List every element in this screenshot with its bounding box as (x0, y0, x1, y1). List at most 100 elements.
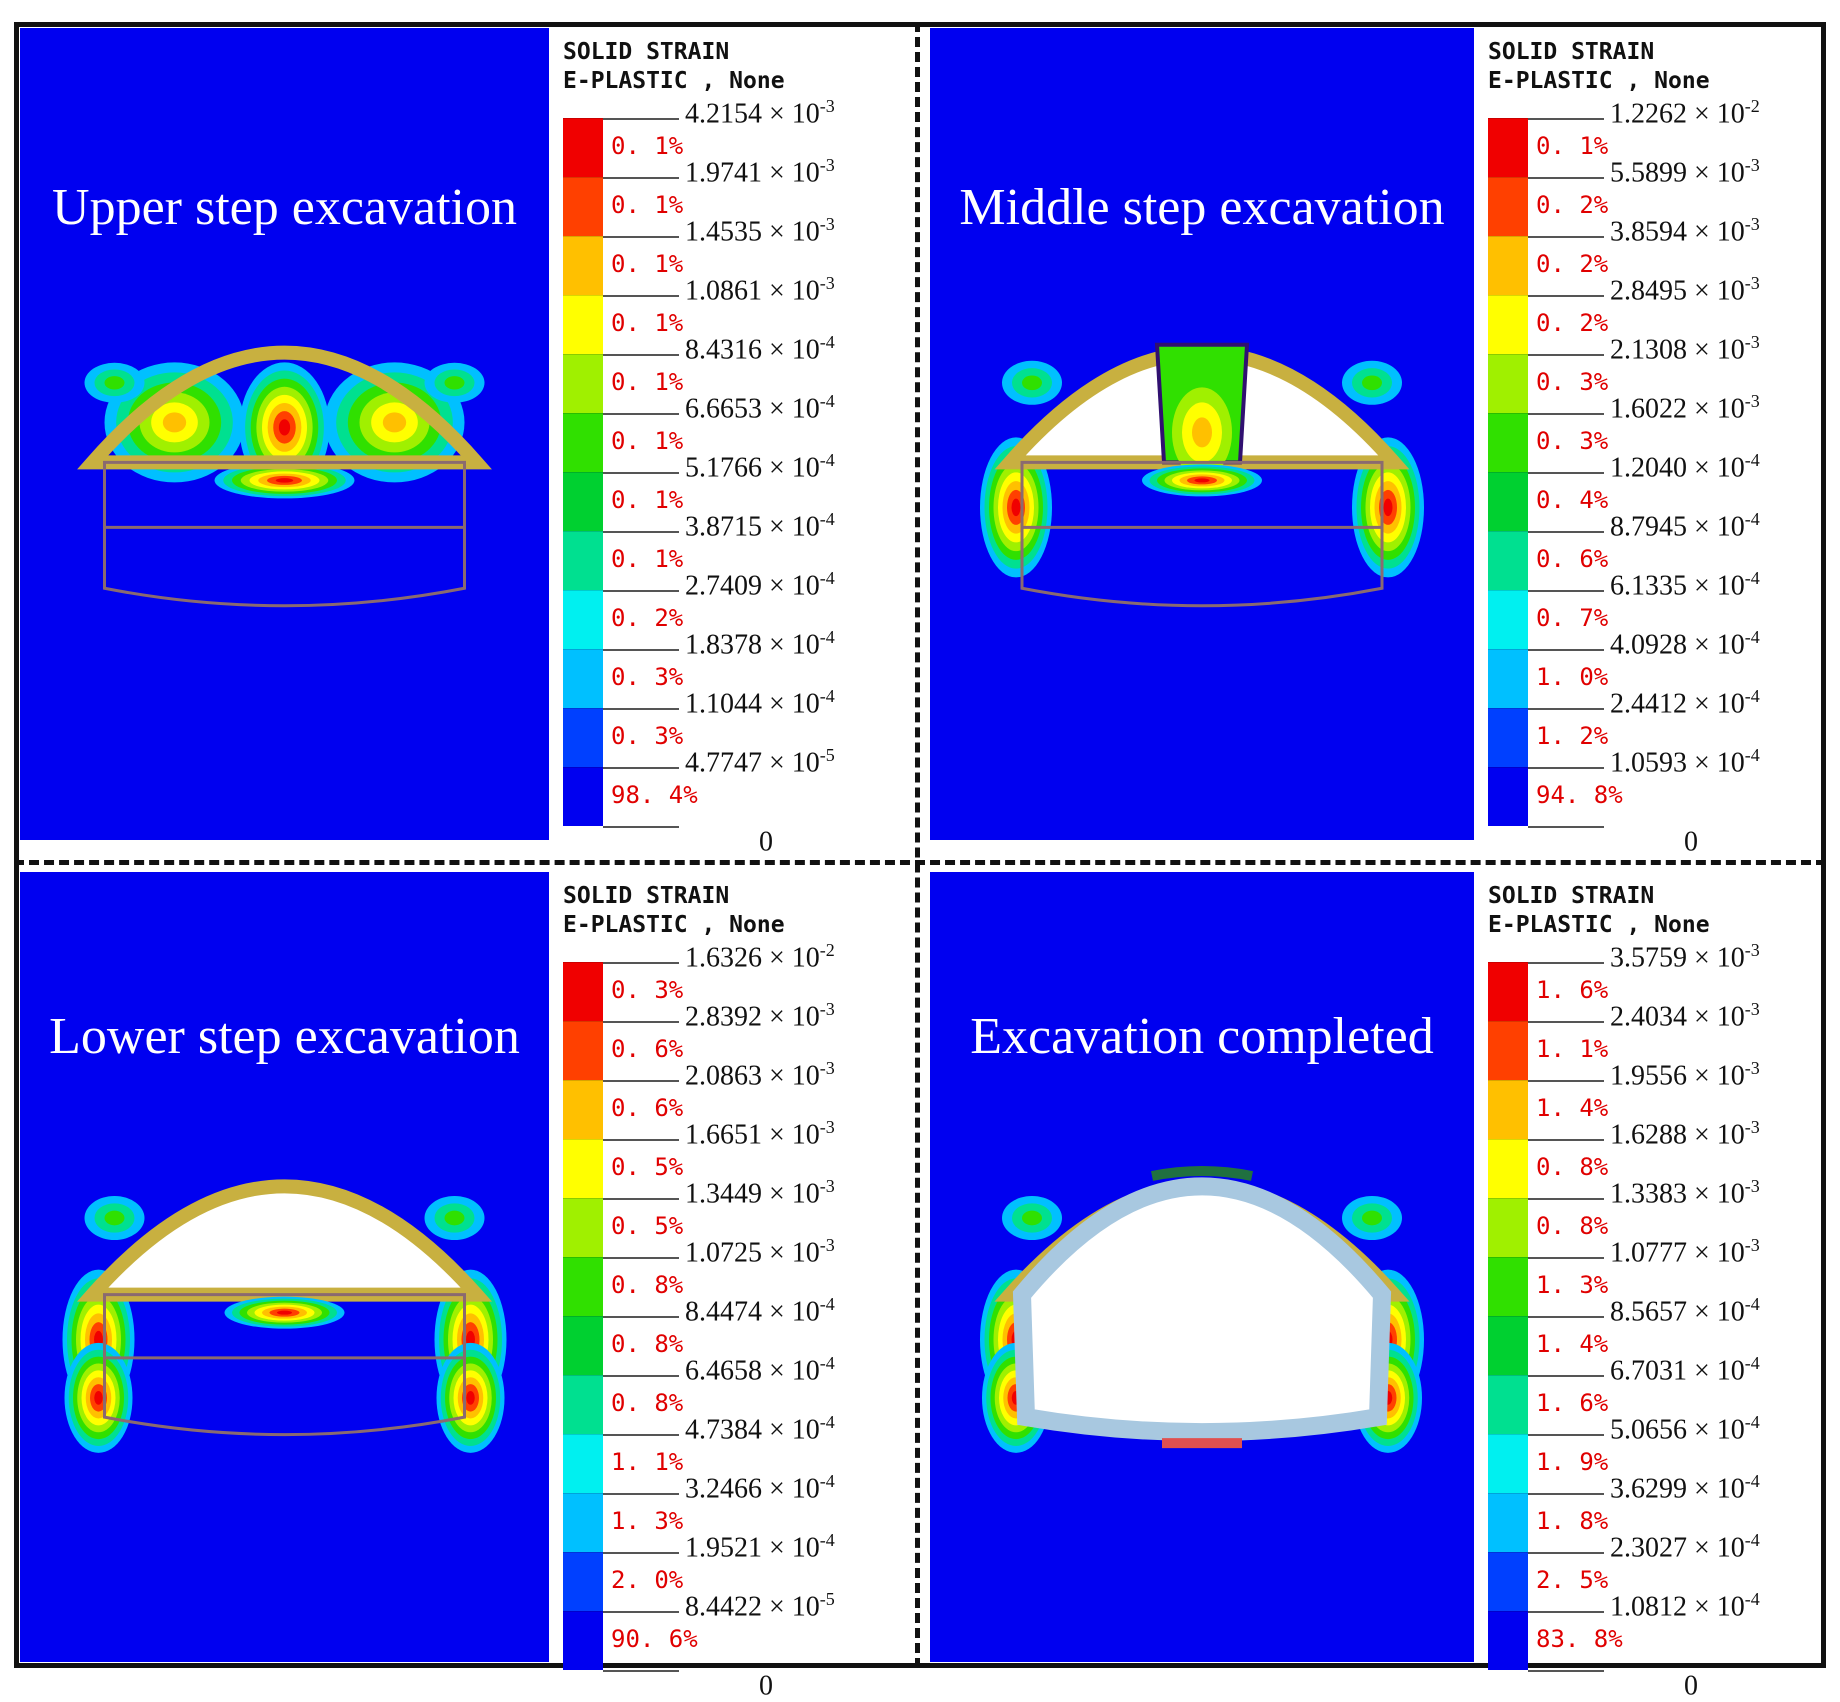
legend-header: SOLID STRAIN E-PLASTIC , None (563, 38, 785, 96)
legend-header-line2: E-PLASTIC , None (1488, 912, 1710, 938)
legend-value-exponent: -3 (1744, 999, 1760, 1019)
legend-value-exponent: -4 (819, 509, 835, 529)
color-band (1488, 708, 1528, 767)
legend-tick (603, 295, 679, 297)
legend-value: 0 (1684, 824, 1698, 858)
legend-tick (603, 1611, 679, 1613)
legend-value-exponent: -3 (819, 155, 835, 175)
legend-tick (1528, 826, 1604, 828)
color-band (1488, 413, 1528, 472)
band-percent: 0. 6% (1536, 545, 1609, 573)
legend-value-exponent: -4 (1744, 1530, 1760, 1550)
legend-value: 6.6653 × 10-4 (685, 391, 835, 425)
color-band (1488, 1375, 1528, 1434)
legend-value-exponent: -3 (819, 1176, 835, 1196)
color-band (1488, 1257, 1528, 1316)
band-percent: 1. 2% (1536, 722, 1609, 750)
legend-value-mantissa: 2.4412 × 10 (1610, 688, 1745, 720)
legend-value-exponent: -4 (819, 332, 835, 352)
color-band (1488, 962, 1528, 1021)
legend-header-line1: SOLID STRAIN (563, 39, 730, 65)
tunnel-section (77, 345, 492, 608)
legend-value-mantissa: 1.6651 × 10 (685, 1119, 820, 1151)
legend-tick (603, 236, 679, 238)
tunnel-section (980, 342, 1424, 608)
color-band (1488, 295, 1528, 354)
color-band (563, 1080, 603, 1139)
color-band (563, 1611, 603, 1670)
legend-tick (603, 767, 679, 769)
legend-value: 1.4535 × 10-3 (685, 214, 835, 248)
legend-value: 2.0863 × 10-3 (685, 1058, 835, 1092)
legend-value-exponent: -4 (1744, 450, 1760, 470)
band-percent: 0. 8% (1536, 1153, 1609, 1181)
band-percent: 0. 3% (611, 722, 684, 750)
band-percent: 90. 6% (611, 1625, 698, 1653)
stage-title: Excavation completed (970, 1008, 1434, 1065)
legend-value-mantissa: 1.0812 × 10 (1610, 1591, 1745, 1623)
legend-value-mantissa: 6.4658 × 10 (685, 1355, 820, 1387)
legend-value: 1.2040 × 10-4 (1610, 450, 1760, 484)
legend-value-exponent: -4 (1744, 568, 1760, 588)
legend-value-mantissa: 1.0593 × 10 (1610, 747, 1745, 779)
color-band (563, 295, 603, 354)
legend-value-exponent: -3 (1744, 391, 1760, 411)
color-band (563, 767, 603, 826)
legend-value-mantissa: 0 (759, 826, 773, 858)
color-band (1488, 1611, 1528, 1670)
legend-tick (1528, 354, 1604, 356)
legend-value-mantissa: 2.3027 × 10 (1610, 1532, 1745, 1564)
legend-value: 1.6288 × 10-3 (1610, 1117, 1760, 1151)
bench-outline (1020, 460, 1384, 608)
vertical-divider (915, 22, 920, 1668)
legend-value: 1.0593 × 10-4 (1610, 745, 1760, 779)
legend-value-mantissa: 0 (759, 1670, 773, 1702)
legend-value-exponent: -3 (1744, 273, 1760, 293)
plastic-zone (444, 376, 465, 390)
legend-value-mantissa: 1.0777 × 10 (1610, 1237, 1745, 1269)
legend-value: 1.3449 × 10-3 (685, 1176, 835, 1210)
color-band (563, 962, 603, 1021)
legend-value-mantissa: 4.0928 × 10 (1610, 629, 1745, 661)
legend-value-mantissa: 1.9556 × 10 (1610, 1060, 1745, 1092)
legend-value: 1.0725 × 10-3 (685, 1235, 835, 1269)
legend-value: 1.0861 × 10-3 (685, 273, 835, 307)
legend-tick (1528, 236, 1604, 238)
legend-tick (1528, 295, 1604, 297)
legend-value: 1.6651 × 10-3 (685, 1117, 835, 1151)
band-percent: 1. 3% (1536, 1271, 1609, 1299)
band-percent: 83. 8% (1536, 1625, 1623, 1653)
legend-tick (1528, 1080, 1604, 1082)
band-percent: 0. 3% (611, 976, 684, 1004)
legend-tick (1528, 708, 1604, 710)
legend-value: 1.6022 × 10-3 (1610, 391, 1760, 425)
legend-value-mantissa: 8.7945 × 10 (1610, 511, 1745, 543)
color-band (1488, 354, 1528, 413)
legend-value-mantissa: 1.2040 × 10 (1610, 452, 1745, 484)
legend-value-mantissa: 1.3383 × 10 (1610, 1178, 1745, 1210)
legend-tick (603, 590, 679, 592)
legend-value-mantissa: 8.4316 × 10 (685, 334, 820, 366)
band-percent: 0. 2% (611, 604, 684, 632)
legend-tick (603, 1257, 679, 1259)
legend-header-line1: SOLID STRAIN (563, 883, 730, 909)
legend-value-exponent: -4 (1744, 1294, 1760, 1314)
completed-lining (1012, 1177, 1392, 1442)
color-band (1488, 236, 1528, 295)
legend-value: 1.6326 × 10-2 (685, 940, 835, 974)
legend-value: 2.1308 × 10-3 (1610, 332, 1760, 366)
legend-value-mantissa: 3.2466 × 10 (685, 1473, 820, 1505)
bench-outline (103, 460, 466, 608)
legend-value-mantissa: 2.4034 × 10 (1610, 1001, 1745, 1033)
bench-outline (103, 1293, 466, 1437)
legend-value-mantissa: 8.4474 × 10 (685, 1296, 820, 1328)
legend-value-mantissa: 2.0863 × 10 (685, 1060, 820, 1092)
band-percent: 0. 1% (611, 250, 684, 278)
legend-value-mantissa: 6.7031 × 10 (1610, 1355, 1745, 1387)
band-percent: 2. 0% (611, 1566, 684, 1594)
legend-value-mantissa: 0 (1684, 826, 1698, 858)
legend-tick (603, 1139, 679, 1141)
color-band (1488, 1493, 1528, 1552)
band-percent: 2. 5% (1536, 1566, 1609, 1594)
arch-excavated (76, 1179, 493, 1302)
